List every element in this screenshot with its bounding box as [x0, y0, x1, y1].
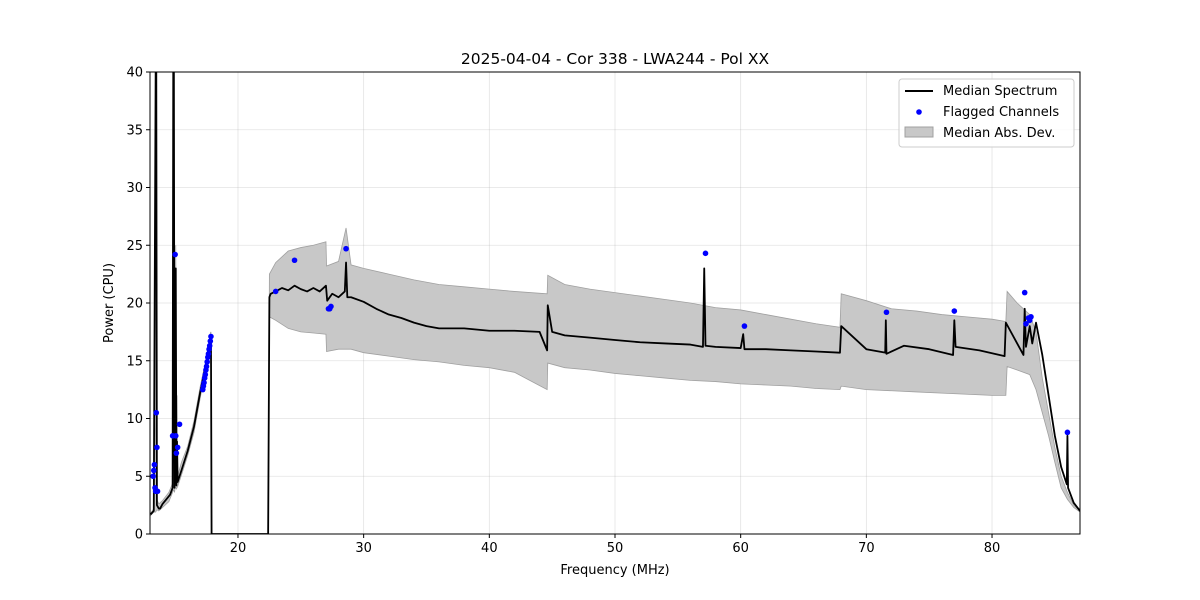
flagged-channel-point: [702, 250, 709, 257]
flagged-channel-point: [153, 409, 160, 416]
x-tick-label: 20: [230, 541, 247, 556]
x-tick-label: 50: [607, 541, 624, 556]
y-tick-label: 5: [135, 470, 143, 485]
flagged-channel-point: [174, 444, 181, 451]
legend-box: [898, 78, 1075, 148]
flagged-channel-point: [1021, 289, 1028, 296]
y-tick-label: 25: [126, 239, 143, 254]
flagged-channel-point: [150, 467, 157, 474]
x-tick-label: 40: [481, 541, 498, 556]
x-tick-label: 60: [732, 541, 749, 556]
flagged-channel-point: [203, 363, 210, 370]
plot-content: [150, 72, 1080, 534]
median-spectrum-line: [150, 72, 1080, 534]
y-tick-label: 10: [126, 412, 143, 427]
y-tick-label: 20: [126, 297, 143, 312]
y-tick-label: 0: [135, 528, 143, 543]
legend-band-swatch: [904, 126, 934, 138]
y-tick-label: 30: [126, 181, 143, 196]
flagged-channel-point: [151, 461, 158, 468]
flagged-channel-point: [201, 379, 207, 386]
flagged-channel-point: [328, 303, 334, 310]
flagged-channel-point: [741, 323, 748, 329]
legend-label-flagged: Flagged Channels: [943, 105, 1059, 120]
flagged-channel-point: [204, 359, 210, 365]
flagged-channel-point: [951, 308, 958, 314]
legend-label-mad: Median Abs. Dev.: [943, 126, 1055, 141]
y-tick-label: 40: [126, 66, 143, 81]
flagged-channel-point: [291, 257, 298, 264]
y-tick-label: 35: [126, 123, 143, 138]
legend-dot-swatch: [916, 109, 922, 115]
flagged-channel-point: [207, 338, 214, 344]
chart-title: 2025-04-04 - Cor 338 - LWA244 - Pol XX: [461, 50, 770, 68]
y-axis-title: Power (CPU): [102, 263, 117, 343]
flagged-channel-point: [154, 444, 160, 451]
flagged-channel-point: [883, 309, 890, 316]
flagged-channel-point: [1028, 314, 1034, 320]
x-tick-label: 30: [355, 541, 372, 556]
flagged-channel-point: [173, 450, 180, 456]
x-axis-title: Frequency (MHz): [560, 563, 669, 578]
flagged-channel-point: [208, 333, 214, 340]
flagged-channel-point: [205, 351, 212, 357]
flagged-channel-point: [343, 245, 349, 252]
x-tick-label: 80: [984, 541, 1001, 556]
flagged-channel-point: [172, 251, 178, 258]
y-axis: 0 5 10 15 20 25 30 35 40: [126, 66, 150, 543]
x-tick-label: 70: [858, 541, 875, 556]
flagged-channel-point: [272, 288, 279, 295]
legend-label-median: Median Spectrum: [943, 84, 1057, 99]
x-axis: 20 30 40 50 60 70 80: [230, 534, 1001, 556]
legend: Median Spectrum Flagged Channels Median …: [898, 78, 1075, 148]
y-tick-label: 15: [126, 354, 143, 369]
flagged-channel-point: [176, 421, 183, 428]
flagged-channel-point: [1023, 320, 1029, 327]
flagged-channel-point: [202, 371, 209, 378]
flagged-channel-point: [154, 488, 161, 495]
flagged-channel-point: [206, 342, 213, 349]
flagged-channel-point: [1064, 429, 1071, 436]
flagged-channel-point: [150, 473, 156, 480]
flagged-channel-point: [172, 433, 179, 439]
